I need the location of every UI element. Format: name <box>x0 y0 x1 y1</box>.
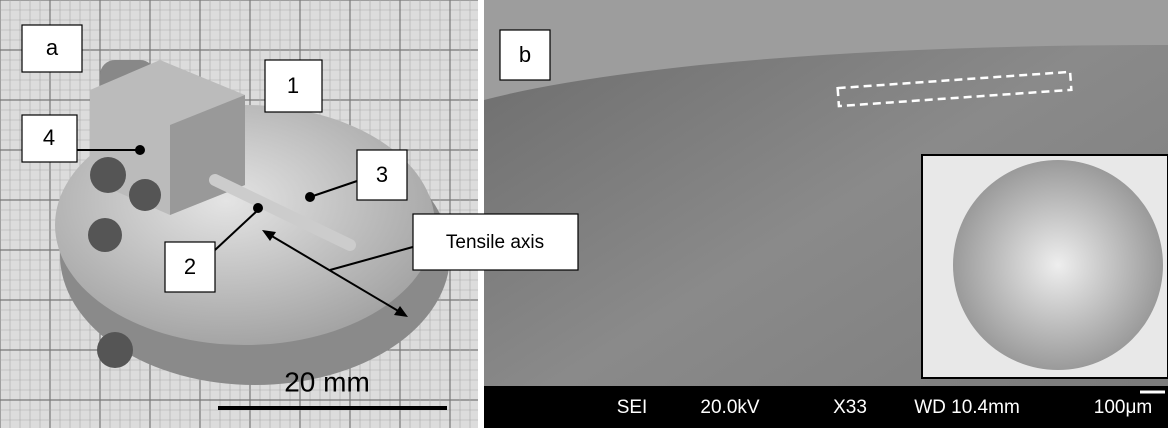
info-text: 100μm <box>1094 397 1152 418</box>
callout: 1 <box>287 73 299 98</box>
leader-dot <box>135 145 145 155</box>
info-text: X33 <box>833 397 867 418</box>
info-text: WD 10.4mm <box>914 397 1020 418</box>
screw <box>129 179 161 211</box>
scale-bar-label: 20 mm <box>284 366 370 397</box>
callout: 2 <box>184 254 196 279</box>
callout: 3 <box>376 162 388 187</box>
figure: a 1 2 3 4 20 mm b SEI 20.0kV X33 WD 10.4… <box>0 0 1168 428</box>
screw <box>90 157 126 193</box>
leader-dot <box>305 192 315 202</box>
info-text: 20.0kV <box>700 397 759 418</box>
leader-dot <box>253 203 263 213</box>
info-text: SEI <box>617 397 648 418</box>
axis-label: Tensile axis <box>446 232 544 253</box>
callout: 4 <box>43 125 55 150</box>
screw <box>88 218 122 252</box>
pattern <box>953 160 1163 370</box>
info-bar <box>484 386 1168 428</box>
panel-label: b <box>519 42 531 67</box>
panel-label: a <box>46 35 59 60</box>
screw <box>97 332 133 368</box>
